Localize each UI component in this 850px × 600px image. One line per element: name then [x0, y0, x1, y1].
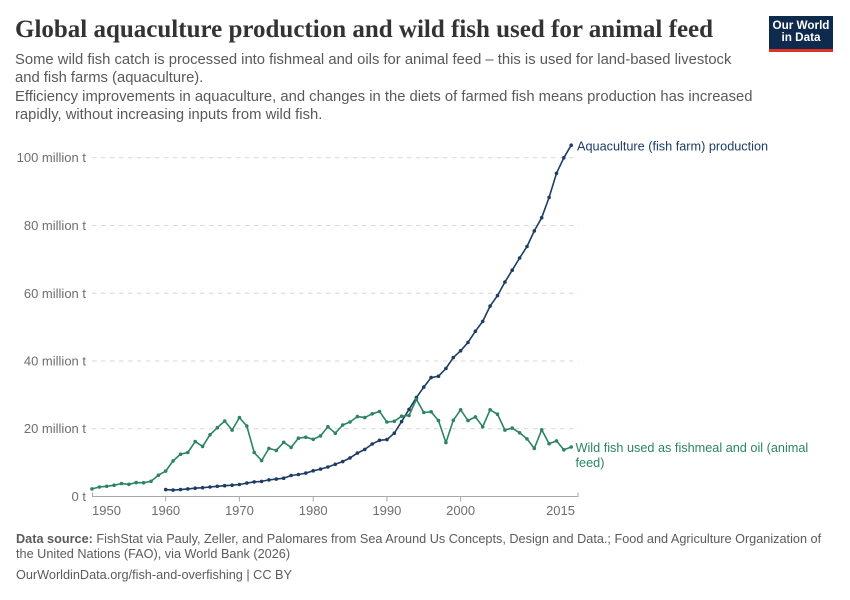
- svg-text:100 million t: 100 million t: [17, 150, 87, 165]
- svg-text:80 million t: 80 million t: [24, 218, 87, 233]
- svg-text:1990: 1990: [372, 503, 401, 518]
- svg-text:Wild fish used as fishmeal and: Wild fish used as fishmeal and oil (anim…: [576, 441, 809, 455]
- svg-text:40 million t: 40 million t: [24, 354, 87, 369]
- svg-text:1950: 1950: [92, 503, 121, 518]
- svg-text:2000: 2000: [446, 503, 475, 518]
- svg-text:feed): feed): [576, 456, 605, 470]
- svg-text:Aquaculture (fish farm) produc: Aquaculture (fish farm) production: [577, 140, 768, 154]
- svg-text:0 t: 0 t: [72, 489, 87, 504]
- svg-text:1960: 1960: [151, 503, 180, 518]
- svg-text:20 million t: 20 million t: [24, 421, 87, 436]
- svg-text:1980: 1980: [299, 503, 328, 518]
- svg-text:60 million t: 60 million t: [24, 286, 87, 301]
- svg-text:2015: 2015: [546, 503, 575, 518]
- svg-text:1970: 1970: [225, 503, 254, 518]
